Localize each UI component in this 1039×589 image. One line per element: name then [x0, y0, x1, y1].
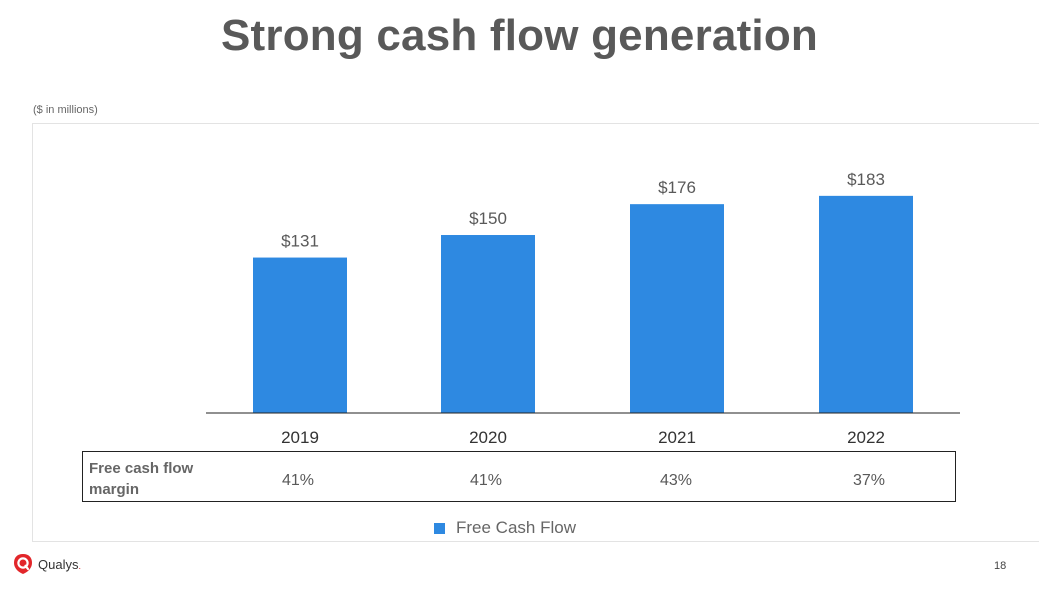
- margin-value-2022: 37%: [852, 472, 886, 489]
- margin-row-label-line1: Free cash flow: [89, 460, 194, 477]
- category-label-2022: 2022: [847, 428, 885, 447]
- chart-frame: $131 2019 $150 2020 $176 2021 $183 2022: [32, 123, 1039, 542]
- bar-2022: [819, 195, 913, 413]
- margin-value-2021: 43%: [659, 472, 693, 489]
- units-note: ($ in millions): [33, 104, 98, 116]
- bar-2020: [441, 235, 535, 413]
- labels-layer: $131 2019 $150 2020 $176 2021 $183 2022: [281, 170, 885, 447]
- qualys-shield-icon: [14, 554, 32, 574]
- legend-swatch: [434, 522, 445, 534]
- bar-2019: [253, 257, 347, 413]
- logo-text: Qualys.: [38, 557, 81, 572]
- bar-value-label-2022: $183: [847, 170, 885, 189]
- category-label-2021: 2021: [658, 428, 696, 447]
- bar-value-label-2019: $131: [281, 232, 319, 251]
- free-cash-flow-bar-chart: $131 2019 $150 2020 $176 2021 $183 2022: [206, 170, 960, 447]
- logo-wordmark: Qualys: [38, 556, 79, 572]
- margin-row-label-line2: margin: [89, 481, 140, 498]
- legend-label: Free Cash Flow: [456, 518, 576, 537]
- bar-2021: [630, 204, 724, 413]
- chart-legend: Free Cash Flow: [434, 518, 576, 538]
- margin-value-2019: 41%: [281, 472, 315, 489]
- logo-dot: .: [78, 560, 81, 571]
- bar-value-label-2021: $176: [658, 178, 696, 197]
- margin-row-label: Free cash flow margin: [89, 458, 209, 500]
- margin-value-2020: 41%: [469, 472, 503, 489]
- bar-value-label-2020: $150: [469, 209, 507, 228]
- category-label-2020: 2020: [469, 428, 507, 447]
- page-number: 18: [994, 560, 1007, 572]
- bars-layer: [253, 195, 913, 413]
- slide-title: Strong cash flow generation: [220, 11, 818, 60]
- free-cash-flow-margin-table: Free cash flow margin 41% 41% 43% 37%: [82, 451, 956, 502]
- category-label-2019: 2019: [281, 428, 319, 447]
- qualys-logo: Qualys.: [12, 553, 81, 575]
